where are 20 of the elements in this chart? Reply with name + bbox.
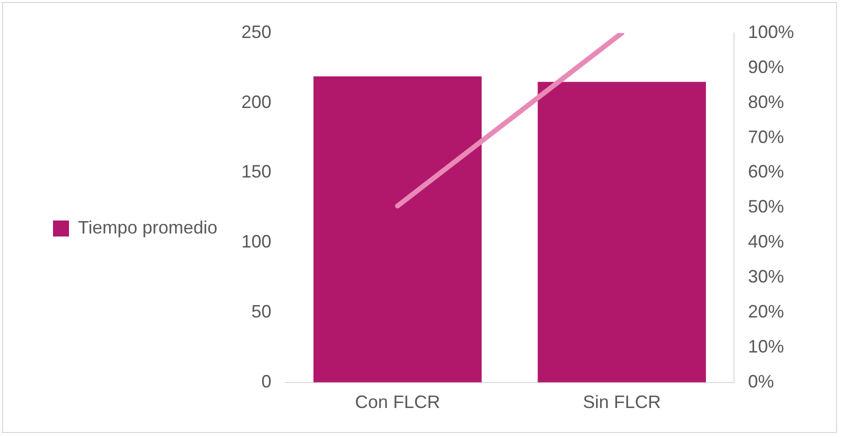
x-tick-label: Sin FLCR (582, 392, 661, 412)
y2-tick-label: 30% (748, 266, 784, 287)
y-tick-label: 250 (241, 22, 272, 42)
y2-tick-label: 40% (748, 232, 784, 252)
y2-tick-label: 0% (748, 371, 774, 392)
y2-tick-label: 90% (748, 56, 784, 77)
x-tick-label: Con FLCR (355, 392, 440, 412)
y-tick-label: 200 (241, 92, 272, 112)
y-tick-label: 100 (241, 232, 272, 252)
y2-tick-label: 80% (748, 92, 784, 112)
legend-label: Tiempo promedio (78, 217, 218, 238)
y2-tick-label: 100% (748, 22, 794, 42)
y-tick-label: 150 (241, 162, 272, 182)
y2-tick-label: 70% (748, 126, 784, 147)
y2-tick-label: 50% (748, 196, 784, 217)
y-tick-label: 50 (251, 301, 272, 322)
y2-tick-label: 20% (748, 301, 784, 322)
y-tick-label: 0 (261, 371, 272, 392)
y2-tick-label: 10% (748, 336, 784, 356)
y2-tick-label: 60% (748, 162, 784, 182)
